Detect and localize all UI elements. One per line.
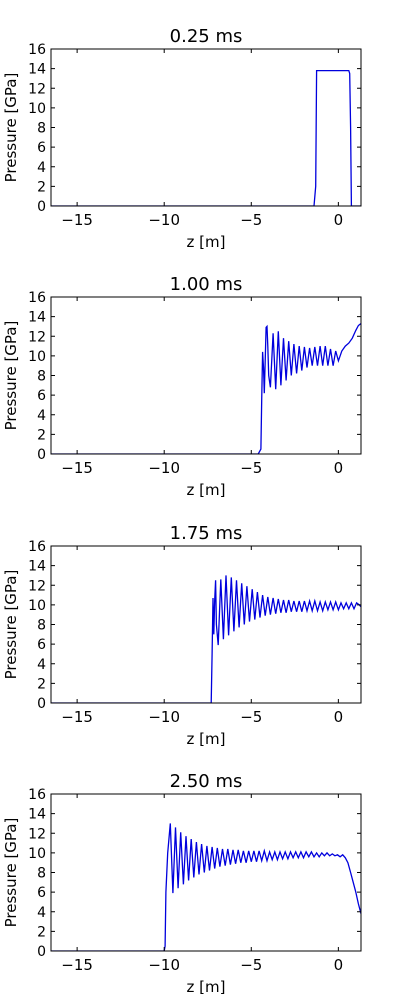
x-tick-label: −10 bbox=[148, 956, 180, 974]
x-axis-label: z [m] bbox=[187, 730, 226, 748]
y-axis-label: Pressure [GPa] bbox=[2, 818, 20, 928]
series-line-0 bbox=[51, 575, 361, 703]
y-tick-label: 12 bbox=[28, 81, 46, 97]
y-tick-label: 14 bbox=[28, 62, 46, 78]
plot-frame bbox=[50, 48, 362, 207]
chart-panel-1: 1.00 ms −15 −10 −5 0 0 2 4 6 8 10 12 14 16 z [m] Pressu… bbox=[2, 274, 362, 499]
y-tick-label: 16 bbox=[28, 539, 46, 555]
y-tick-label: 8 bbox=[37, 369, 46, 385]
x-tick-label: −10 bbox=[148, 459, 180, 477]
y-tick-label: 8 bbox=[37, 866, 46, 882]
x-axis-label: z [m] bbox=[187, 233, 226, 251]
y-tick-label: 10 bbox=[28, 846, 46, 862]
y-axis-label: Pressure [GPa] bbox=[2, 570, 20, 680]
y-tick-label: 4 bbox=[37, 408, 46, 424]
series-line-0 bbox=[51, 823, 361, 951]
plot-frame bbox=[50, 545, 362, 704]
y-tick-label: 0 bbox=[37, 447, 46, 463]
chart-panel-2: 1.75 ms −15 −10 −5 0 0 2 4 6 8 10 12 14 16 z [m] Pressu… bbox=[2, 523, 362, 748]
x-tick-label: −10 bbox=[148, 211, 180, 229]
y-tick-label: 10 bbox=[28, 101, 46, 117]
y-tick-label: 14 bbox=[28, 807, 46, 823]
y-tick-label: 16 bbox=[28, 290, 46, 306]
x-axis-label: z [m] bbox=[187, 978, 226, 996]
y-tick-label: 6 bbox=[37, 637, 46, 653]
y-tick-label: 4 bbox=[37, 905, 46, 921]
chart-title: 0.25 ms bbox=[170, 26, 243, 47]
x-tick-label: 0 bbox=[334, 459, 344, 477]
x-tick-label: −10 bbox=[148, 708, 180, 726]
x-tick-label: −15 bbox=[61, 211, 93, 229]
y-tick-label: 2 bbox=[37, 924, 46, 940]
y-tick-label: 10 bbox=[28, 349, 46, 365]
y-tick-label: 8 bbox=[37, 618, 46, 634]
y-tick-label: 0 bbox=[37, 944, 46, 960]
y-tick-label: 6 bbox=[37, 388, 46, 404]
y-tick-label: 14 bbox=[28, 559, 46, 575]
y-tick-label: 12 bbox=[28, 329, 46, 345]
y-tick-label: 12 bbox=[28, 826, 46, 842]
series-line-0 bbox=[51, 69, 361, 206]
x-tick-label: −5 bbox=[240, 459, 262, 477]
x-tick-label: −15 bbox=[61, 956, 93, 974]
x-tick-label: −5 bbox=[240, 956, 262, 974]
series-line-0 bbox=[51, 322, 361, 454]
plot-frame bbox=[50, 793, 362, 952]
plot-frame bbox=[50, 296, 362, 455]
y-tick-label: 6 bbox=[37, 140, 46, 156]
x-tick-label: −15 bbox=[61, 459, 93, 477]
y-tick-label: 10 bbox=[28, 598, 46, 614]
x-tick-label: −15 bbox=[61, 708, 93, 726]
chart-title: 1.00 ms bbox=[170, 274, 243, 295]
x-tick-label: −5 bbox=[240, 708, 262, 726]
chart-panel-3: 2.50 ms −15 −10 −5 0 0 2 4 6 8 10 12 14 16 z [m] Pressu… bbox=[2, 771, 362, 996]
y-tick-label: 16 bbox=[28, 42, 46, 58]
y-tick-label: 0 bbox=[37, 696, 46, 712]
y-axis-label: Pressure [GPa] bbox=[2, 73, 20, 183]
y-tick-label: 8 bbox=[37, 121, 46, 137]
y-tick-label: 4 bbox=[37, 160, 46, 176]
chart-title: 2.50 ms bbox=[170, 771, 243, 792]
x-tick-label: 0 bbox=[334, 708, 344, 726]
y-tick-label: 0 bbox=[37, 199, 46, 215]
y-tick-label: 2 bbox=[37, 676, 46, 692]
y-axis-label: Pressure [GPa] bbox=[2, 321, 20, 431]
chart-title: 1.75 ms bbox=[170, 523, 243, 544]
x-tick-label: 0 bbox=[334, 211, 344, 229]
chart-panel-0: 0.25 ms −15 −10 −5 0 0 2 4 6 8 10 12 14 16 z [m] Pressu… bbox=[2, 26, 362, 251]
y-tick-label: 6 bbox=[37, 885, 46, 901]
y-tick-label: 16 bbox=[28, 787, 46, 803]
y-tick-label: 14 bbox=[28, 310, 46, 326]
y-tick-label: 4 bbox=[37, 657, 46, 673]
y-tick-label: 2 bbox=[37, 179, 46, 195]
y-tick-label: 12 bbox=[28, 578, 46, 594]
x-tick-label: 0 bbox=[334, 956, 344, 974]
x-axis-label: z [m] bbox=[187, 481, 226, 499]
y-tick-label: 2 bbox=[37, 427, 46, 443]
x-tick-label: −5 bbox=[240, 211, 262, 229]
